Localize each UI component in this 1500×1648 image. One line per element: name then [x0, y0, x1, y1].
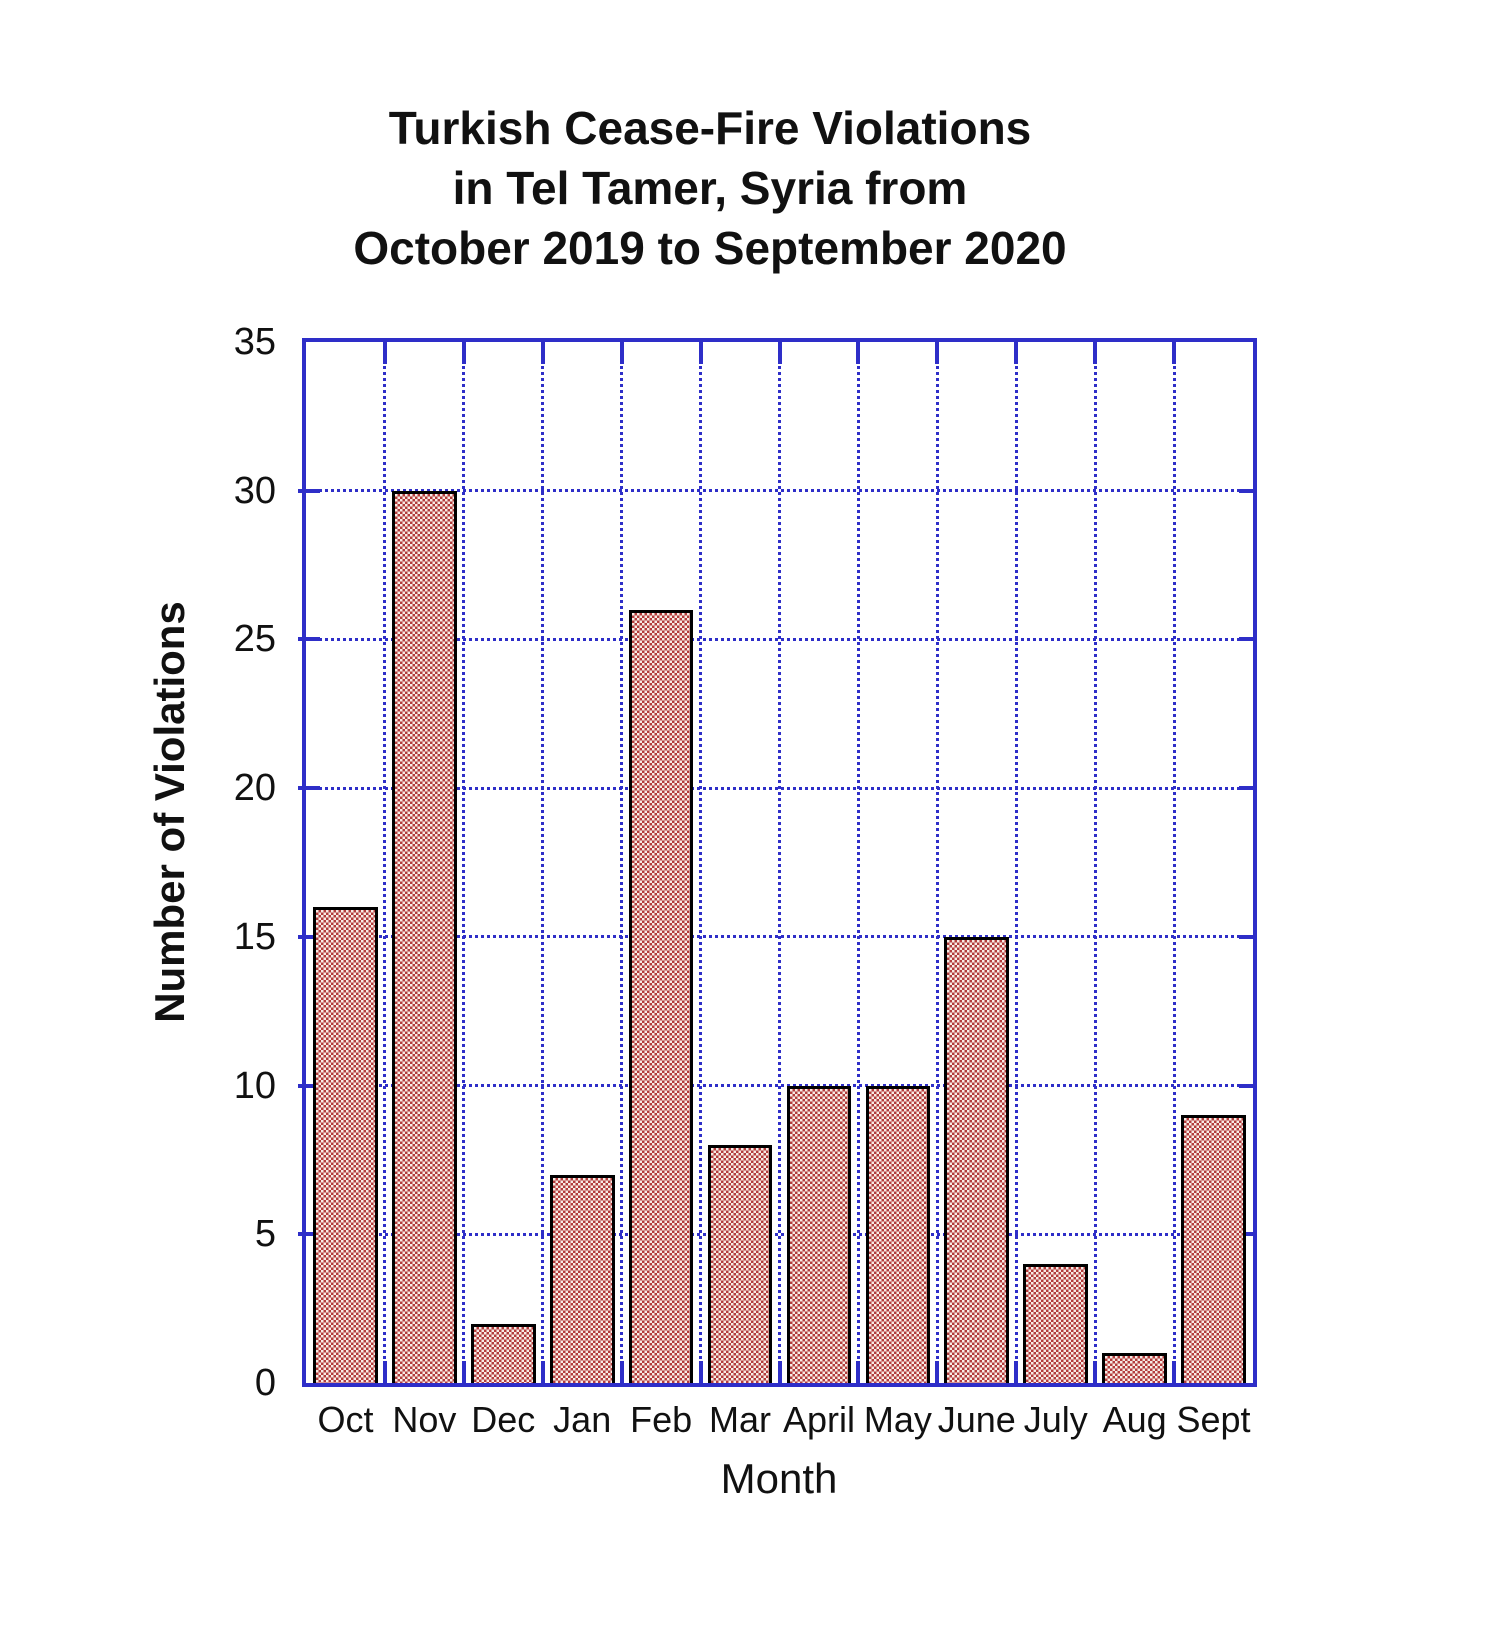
x-tick-label-sept: Sept: [1176, 1399, 1251, 1440]
x-tick-top-2: [461, 338, 466, 364]
x-tick-top-4: [619, 338, 624, 364]
y-tick-left-20: [298, 786, 320, 791]
gridline-v-5: [699, 342, 703, 1383]
gridline-v-7: [856, 342, 860, 1383]
x-tick-label-june: June: [937, 1399, 1016, 1440]
x-tick-label-jan: Jan: [553, 1399, 612, 1440]
x-tick-bottom-2: [461, 1361, 466, 1387]
x-tick-top-6: [777, 338, 782, 364]
y-tick-right-5: [1239, 1232, 1257, 1237]
x-tick-top-9: [1014, 338, 1019, 364]
x-tick-label-mar: Mar: [709, 1399, 772, 1440]
y-tick-label-5: 5: [254, 1213, 276, 1256]
y-tick-left-25: [298, 637, 320, 642]
x-tick-label-aug: Aug: [1102, 1399, 1167, 1440]
x-tick-bottom-10: [1093, 1361, 1098, 1387]
gridline-v-9: [1014, 342, 1018, 1383]
plot-area: [298, 338, 1257, 1387]
x-tick-bottom-5: [698, 1361, 703, 1387]
y-tick-label-30: 30: [233, 469, 276, 512]
y-tick-right-20: [1239, 786, 1257, 791]
x-tick-top-11: [1172, 338, 1177, 364]
x-axis-title: Month: [720, 1455, 838, 1502]
chart-title-line-3: October 2019 to September 2020: [353, 222, 1067, 274]
gridline-v-2: [462, 342, 466, 1383]
bar-july: [1023, 1264, 1089, 1383]
x-tick-bottom-7: [856, 1361, 861, 1387]
bar-aug: [1102, 1353, 1167, 1383]
x-tick-bottom-6: [777, 1361, 782, 1387]
x-tick-bottom-11: [1172, 1361, 1177, 1387]
bar-oct: [313, 907, 378, 1383]
x-tick-bottom-8: [935, 1361, 940, 1387]
y-axis-title: Number of Violations: [146, 601, 193, 1023]
x-tick-top-7: [856, 338, 861, 364]
bar-mar: [707, 1145, 773, 1383]
bar-may: [865, 1085, 931, 1383]
gridline-v-3: [541, 342, 545, 1383]
x-tick-top-10: [1093, 338, 1098, 364]
bar-sept: [1181, 1115, 1246, 1383]
gridline-v-6: [778, 342, 781, 1383]
x-tick-label-july: July: [1023, 1399, 1088, 1440]
x-tick-top-8: [935, 338, 940, 364]
x-tick-label-may: May: [863, 1399, 932, 1440]
y-tick-right-25: [1239, 637, 1257, 642]
y-tick-label-10: 10: [233, 1064, 276, 1107]
chart-title-line-2: in Tel Tamer, Syria from: [452, 162, 968, 214]
y-tick-label-0: 0: [254, 1362, 276, 1404]
y-tick-label-25: 25: [233, 618, 276, 661]
gridline-v-1: [383, 342, 387, 1383]
x-tick-bottom-9: [1014, 1361, 1019, 1387]
bar-jan: [549, 1174, 615, 1383]
y-tick-label-35: 35: [233, 321, 276, 363]
gridline-v-11: [1172, 342, 1176, 1383]
x-tick-label-dec: Dec: [471, 1399, 536, 1440]
y-tick-label-15: 15: [233, 915, 276, 958]
y-tick-right-15: [1239, 934, 1257, 939]
bar-dec: [470, 1323, 536, 1383]
x-tick-label-oct: Oct: [317, 1399, 374, 1440]
bar-april: [786, 1085, 852, 1383]
chart-title: Turkish Cease-Fire Violations in Tel Tam…: [0, 98, 1420, 278]
bar-nov: [392, 490, 457, 1383]
y-tick-left-30: [298, 488, 320, 493]
x-tick-bottom-1: [382, 1361, 387, 1387]
x-tick-label-feb: Feb: [630, 1399, 693, 1440]
y-tick-label-20: 20: [233, 767, 276, 810]
y-tick-left-15: [298, 934, 320, 939]
x-tick-bottom-3: [540, 1361, 545, 1387]
x-tick-bottom-4: [619, 1361, 624, 1387]
gridline-v-10: [1093, 342, 1097, 1383]
y-tick-right-30: [1239, 488, 1257, 493]
bar-june: [944, 936, 1010, 1383]
x-tick-label-nov: Nov: [392, 1399, 457, 1440]
x-tick-top-1: [382, 338, 387, 364]
x-tick-top-5: [698, 338, 703, 364]
gridline-v-8: [935, 342, 939, 1383]
y-tick-right-10: [1239, 1083, 1257, 1088]
gridline-v-4: [620, 342, 624, 1383]
y-tick-left-10: [298, 1083, 320, 1088]
y-tick-left-5: [298, 1232, 320, 1237]
bar-feb: [628, 609, 694, 1383]
chart-title-line-1: Turkish Cease-Fire Violations: [388, 102, 1032, 154]
x-tick-top-3: [540, 338, 545, 364]
x-tick-label-april: April: [782, 1399, 855, 1440]
